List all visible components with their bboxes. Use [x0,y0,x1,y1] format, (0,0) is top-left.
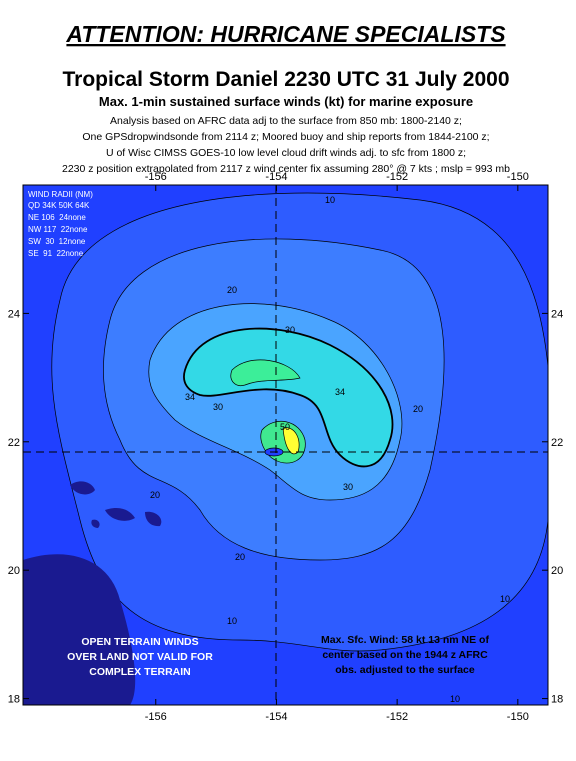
note: Analysis based on AFRC data adj to the s… [110,115,462,127]
contour-label: 50 [280,422,290,432]
land-note: OPEN TERRAIN WINDS [81,636,198,648]
x-tick-label: -150 [507,171,529,183]
y-tick-label: 22 [551,437,563,449]
wind-field [23,185,548,705]
wind-radii: WIND RADII (NM) QD 34K 50K 64K NE 106 24no… [28,190,93,258]
max-wind-note: obs. adjusted to the surface [335,664,475,676]
x-tick-label: -156 [145,711,167,723]
wind-radii-row: SE 91 22none [28,249,84,258]
note: 2230 z position extrapolated from 2117 z… [62,163,510,175]
y-tick-label: 24 [8,308,20,320]
x-tick-label: -156 [145,171,167,183]
contour-label: 20 [227,285,237,295]
contour-label: 34 [335,387,345,397]
contour-label: 30 [343,482,353,492]
wind-radii-row: NE 106 24none [28,213,86,222]
note: One GPSdropwindsonde from 2114 z; Moored… [82,131,489,143]
y-tick-label: 18 [8,694,20,706]
x-tick-label: -150 [507,711,529,723]
title: Tropical Storm Daniel 2230 UTC 31 July 2… [62,68,509,91]
contour-label: 20 [413,404,423,414]
y-tick-label: 24 [551,308,563,320]
contour-label: 34 [185,392,195,402]
plot-frame [22,184,549,706]
subtitle: Max. 1-min sustained surface winds (kt) … [99,94,473,109]
land-note: COMPLEX TERRAIN [89,666,191,678]
max-wind-note: center based on the 1944 z AFRC [322,649,488,661]
banner: ATTENTION: HURRICANE SPECIALISTS [65,21,506,47]
max-wind-note: Max. Sfc. Wind: 58 kt 13 nm NE of [321,634,489,646]
contour-label: 10 [227,616,237,626]
y-tick-label: 20 [551,565,563,577]
contour-label: 30 [285,325,295,335]
x-tick-label: -154 [265,711,287,723]
wind-radii-row: NW 117 22none [28,225,88,234]
y-tick-label: 20 [8,565,20,577]
x-tick-label: -154 [265,171,287,183]
contour-label: 20 [150,490,160,500]
contour-label: 10 [325,195,335,205]
wind-radii-title: WIND RADII (NM) [28,190,93,199]
contour-label: 10 [450,694,460,704]
note: U of Wisc CIMSS GOES-10 low level cloud … [106,147,466,159]
contour-label: 20 [235,552,245,562]
y-tick-label: 18 [551,694,563,706]
x-tick-label: -152 [386,171,408,183]
wind-radii-row: SW 30 12none [28,237,86,246]
contour-label: 30 [213,402,223,412]
contour-label: 10 [500,594,510,604]
wind-radii-row: QD 34K 50K 64K [28,201,90,210]
x-tick-label: -152 [386,711,408,723]
y-tick-label: 22 [8,437,20,449]
land-note: OVER LAND NOT VALID FOR [67,651,213,663]
